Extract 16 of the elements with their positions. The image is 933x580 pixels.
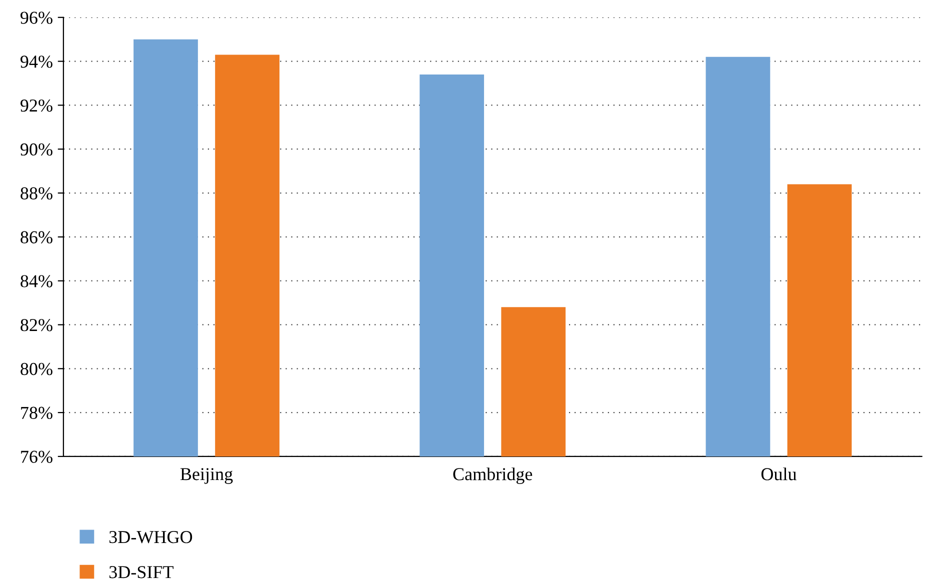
y-tick-label: 96% [20, 12, 52, 24]
y-tick-label: 88% [20, 187, 52, 200]
x-tick-label: Beijing [180, 468, 233, 484]
y-tick-label: 90% [20, 143, 52, 156]
y-tick-label: 78% [21, 406, 52, 420]
x-tick-label: Cambridge [453, 468, 532, 484]
y-tick-label: 84% [20, 275, 52, 288]
y-tick-label: 86% [20, 231, 52, 244]
y-tick-label: 82% [20, 319, 52, 332]
legend-label: 3D-SIFT [109, 566, 174, 578]
legend-label: 3D-WHGO [109, 531, 192, 544]
x-tick-label: Oulu [761, 468, 796, 480]
y-tick-label: 80% [20, 362, 52, 376]
y-tick-label: 92% [20, 99, 52, 112]
y-tick-label: 94% [20, 56, 52, 68]
y-tick-label: 76% [21, 450, 52, 463]
